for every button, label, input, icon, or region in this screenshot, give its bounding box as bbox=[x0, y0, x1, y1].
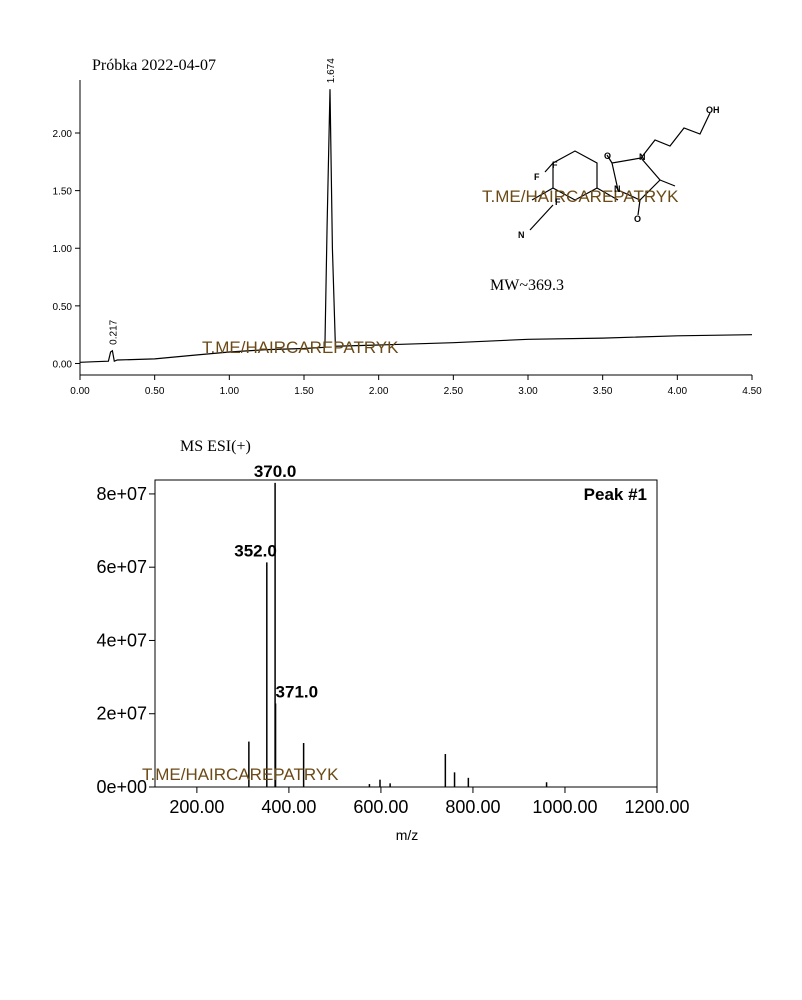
bond bbox=[659, 179, 676, 187]
structure bbox=[529, 112, 711, 231]
x-tick-label: 400.00 bbox=[261, 797, 316, 817]
x-tick-label: 800.00 bbox=[445, 797, 500, 817]
atom-label: OH bbox=[706, 105, 720, 115]
y-tick-label: 2.00 bbox=[53, 129, 73, 140]
plot-frame bbox=[154, 479, 658, 788]
y-tick-label: 6e+07 bbox=[96, 557, 147, 577]
x-tick-label: 1.00 bbox=[220, 386, 240, 397]
annotation: T.ME/HAIRCAREPATRYK bbox=[142, 765, 339, 784]
chain bbox=[640, 112, 711, 159]
peak-label: 370.0 bbox=[254, 462, 297, 481]
bond bbox=[606, 154, 613, 164]
atom-label: N bbox=[639, 152, 646, 162]
bond bbox=[596, 187, 619, 201]
bond bbox=[531, 187, 554, 201]
y-tick-label: 2e+07 bbox=[96, 704, 147, 724]
ring bbox=[611, 157, 661, 201]
atom-label: F bbox=[534, 172, 540, 182]
trace bbox=[79, 89, 753, 363]
y-tick-label: 4e+07 bbox=[96, 630, 147, 650]
atom-label: N bbox=[518, 230, 525, 240]
x-tick-label: 0.00 bbox=[70, 386, 90, 397]
atom-label: F bbox=[555, 197, 561, 207]
x-tick-label: 4.50 bbox=[742, 386, 762, 397]
atom-label: F bbox=[552, 160, 558, 170]
peak-label: 1.674 bbox=[326, 58, 337, 83]
x-tick-label: 600.00 bbox=[353, 797, 408, 817]
x-tick-label: 0.50 bbox=[145, 386, 165, 397]
bond bbox=[637, 199, 641, 216]
atom-label: O bbox=[634, 214, 641, 224]
x-tick-label: 1000.00 bbox=[532, 797, 597, 817]
x-tick-label: 1.50 bbox=[294, 386, 314, 397]
atom-label: O bbox=[604, 151, 611, 161]
annotation: MW~369.3 bbox=[490, 277, 564, 294]
y-tick-label: 1.00 bbox=[53, 244, 73, 255]
x-tick-label: 3.00 bbox=[518, 386, 538, 397]
chart-title: Próbka 2022-04-07 bbox=[92, 57, 216, 74]
x-tick-label: 1200.00 bbox=[624, 797, 689, 817]
peak-label: 371.0 bbox=[276, 682, 319, 701]
x-tick-label: 200.00 bbox=[169, 797, 224, 817]
y-tick-label: 0.50 bbox=[53, 302, 73, 313]
x-tick-label: 2.50 bbox=[444, 386, 464, 397]
y-tick-label: 1.50 bbox=[53, 187, 73, 198]
legend-text: Peak #1 bbox=[584, 485, 647, 504]
annotation: T.ME/HAIRCAREPATRYK bbox=[482, 187, 679, 206]
x-tick-label: 4.00 bbox=[668, 386, 688, 397]
bond bbox=[544, 162, 554, 173]
annotation: T.ME/HAIRCAREPATRYK bbox=[202, 338, 399, 357]
x-tick-label: 3.50 bbox=[593, 386, 613, 397]
bond bbox=[529, 204, 554, 231]
atom-label: N bbox=[614, 184, 621, 194]
x-tick-label: 2.00 bbox=[369, 386, 389, 397]
peak-label: 352.0 bbox=[234, 541, 277, 560]
x-axis-label: m/z bbox=[396, 827, 419, 843]
y-tick-label: 0.00 bbox=[53, 359, 73, 370]
y-tick-label: 8e+07 bbox=[96, 484, 147, 504]
y-tick-label: 0e+00 bbox=[96, 777, 147, 797]
chart-title: MS ESI(+) bbox=[180, 438, 251, 455]
peak-label: 0.217 bbox=[108, 319, 119, 344]
